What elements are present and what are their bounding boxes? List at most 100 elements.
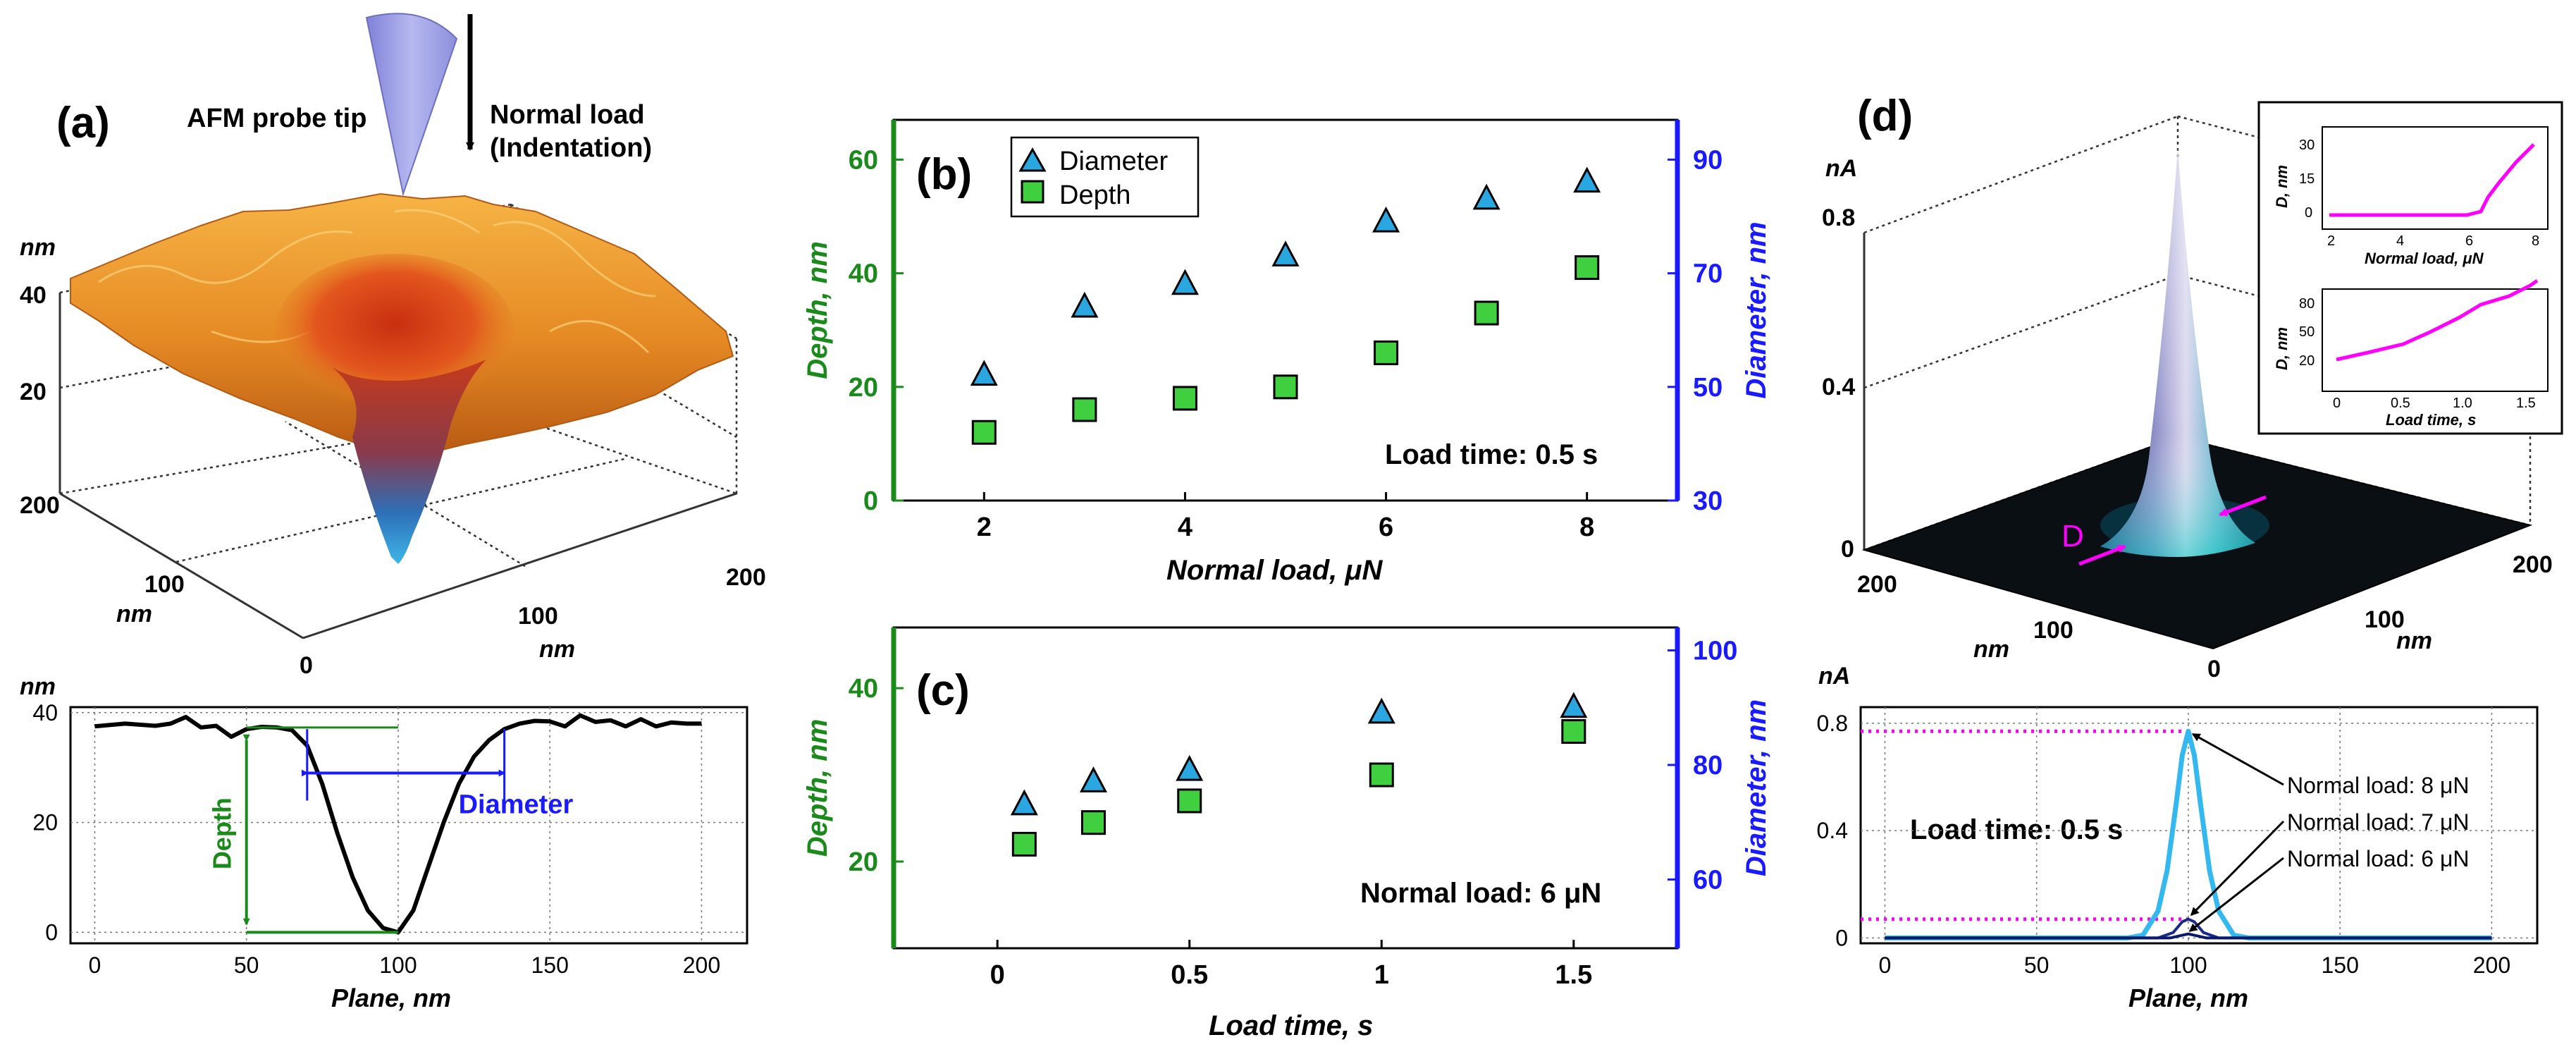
x-tick-100: 100 [518,603,558,630]
pc-xtick-label: 0 [990,960,1005,990]
d-x-unit-right: nm [2396,627,2432,654]
inset2-ytick-20: 20 [2299,353,2315,369]
d-profile-xtick: 0 [1879,952,1892,978]
d-z-tick-04: 0.4 [1822,374,1855,400]
inset2-xlabel: Load time, s [2386,411,2476,429]
d-z-tick-0: 0 [1841,536,1854,563]
panel-c-annotation: Normal load: 6 μN [1360,878,1601,909]
panel-c-label: (c) [916,666,970,715]
pc-diameter-point [1079,766,1107,792]
inset1-ytick-15: 15 [2299,171,2315,187]
pb-diameter-point [1071,291,1099,318]
d-x-tick-200-right: 200 [2513,551,2553,578]
inset2-line [2336,278,2539,362]
pb-ytick-left-label: 0 [863,486,878,516]
pc-diameter-point [1560,692,1588,718]
y-unit: nm [116,601,152,627]
panel-b-label: (b) [916,150,972,199]
profile-x-label: Plane, nm [331,983,451,1012]
pb-ytick-left-label: 40 [849,259,878,289]
pb-legend-triangle [1018,147,1047,172]
z-tick-40: 40 [20,282,47,309]
d-profile-series [1885,932,2492,940]
pc-depth-point [1369,762,1394,788]
pb-ytick-right-label: 30 [1693,486,1723,516]
pb-xtick-label: 4 [1178,513,1193,542]
d-profile-series [1885,728,2492,940]
d-arrow-left-icon [2078,544,2126,566]
pc-depth-point [1561,719,1586,744]
pc-diameter-point [1367,697,1395,724]
indentation-funnel [331,360,486,564]
pb-ylabel-right: Diameter, nm [1741,221,1772,398]
pb-depth-point [971,419,997,445]
profile-y-unit: nm [20,673,56,700]
d-inset-2: 80 50 20 0 0.5 1.0 1.5 Load time, s D, n… [2273,278,2549,429]
inset1-frame [2322,126,2549,230]
z-tick-20: 20 [20,379,47,405]
d-profile-ytick: 0.4 [1817,818,1848,843]
d-arrow-7uN-icon [2190,820,2285,917]
d-x-tick-100-right: 100 [2365,606,2405,633]
panel-b-xlabel: Normal load, μN [1166,555,1383,586]
y-tick-100: 100 [144,571,185,598]
d-arrow-6uN-icon [2188,857,2284,932]
pb-diameter-point [1171,269,1199,295]
inset1-xtick-6: 6 [2465,233,2473,249]
panel-c: (c) Normal load: 6 μN Load time, s 0 0.5 1… [802,626,1772,1041]
d-x-tick-200-left: 200 [1857,571,1897,598]
inset2-xtick-05: 0.5 [2391,396,2410,411]
inset2-ylabel: D, nm [2273,327,2291,370]
d-marker-label: D [2062,519,2084,553]
profile-line [94,713,702,935]
d-label-8uN: Normal load: 8 μN [2287,773,2470,798]
d-peak-shading [2100,148,2255,557]
d-inset-box [2257,101,2563,435]
pb-diameter-point [970,360,998,386]
pb-depth-point [1574,255,1600,281]
panel-b-annotation: Load time: 0.5 s [1385,439,1598,470]
profile-xtick: 200 [683,952,720,978]
panel-a-3d: (a) AFM probe tip Normal load (Indentati… [20,13,766,679]
d-profile-annotation: Load time: 0.5 s [1910,814,2123,845]
pb-xtick-label: 6 [1379,513,1393,542]
panel-a-label: (a) [56,99,110,147]
pc-ytick-right-label: 60 [1693,866,1723,895]
pb-depth-point [1374,340,1399,365]
panel-a-profile: nm Plane, nm 0 50 100 150 200 0 20 40 Depth Diame… [20,673,748,1012]
profile-frame [69,706,748,945]
d-profile-series [1885,917,2492,940]
inset1-ylabel: D, nm [2273,165,2291,208]
pb-diameter-point [1271,240,1300,266]
pb-ytick-right-label: 70 [1693,259,1723,289]
pc-ylabel-right: Diameter, nm [1741,699,1772,876]
pb-xtick-label: 2 [977,513,992,542]
d-arrow-right-icon [2219,495,2267,517]
panel-b: (b) Load time: 0.5 s Normal load, μN 2 4 6… [802,118,1772,586]
pb-ytick-right-label: 90 [1693,145,1723,175]
x-unit: nm [539,636,575,663]
pc-depth-point [1177,788,1202,814]
inset1-ytick-30: 30 [2299,137,2315,153]
pc-xtick-label: 0.5 [1171,960,1208,990]
afm-probe-tip-icon [365,13,458,197]
pc-depth-point [1080,810,1106,835]
pb-ytick-left-label: 20 [849,373,878,403]
profile-xtick: 0 [89,952,101,978]
inset2-frame [2322,288,2549,392]
d-profile-xtick: 100 [2169,952,2207,978]
diameter-label: Diameter [459,790,574,819]
d-profile-frame [1859,706,2539,945]
pb-ytick-left-label: 60 [849,145,878,175]
pb-diameter-point [1372,206,1400,233]
pb-ylabel-left: Depth, nm [802,241,833,379]
x-axis-line [302,492,737,639]
d-inset-1: 30 15 0 2 4 6 8 Normal load, μN D, nm [2273,126,2549,267]
pb-depth-point [1072,397,1097,422]
d-profile-x-label: Plane, nm [2128,983,2248,1012]
pb-legend-diameter: Diameter [1059,147,1168,176]
pc-diameter-point [1010,789,1038,816]
inset1-xtick-2: 2 [2327,233,2335,249]
panel-d-profile: nA Plane, nm Load time: 0.5 s Normal loa… [1817,663,2539,1012]
panel-d-3d: (d) D nA 0.8 0.4 0 200 100 0 100 200 nm … [1822,92,2563,682]
